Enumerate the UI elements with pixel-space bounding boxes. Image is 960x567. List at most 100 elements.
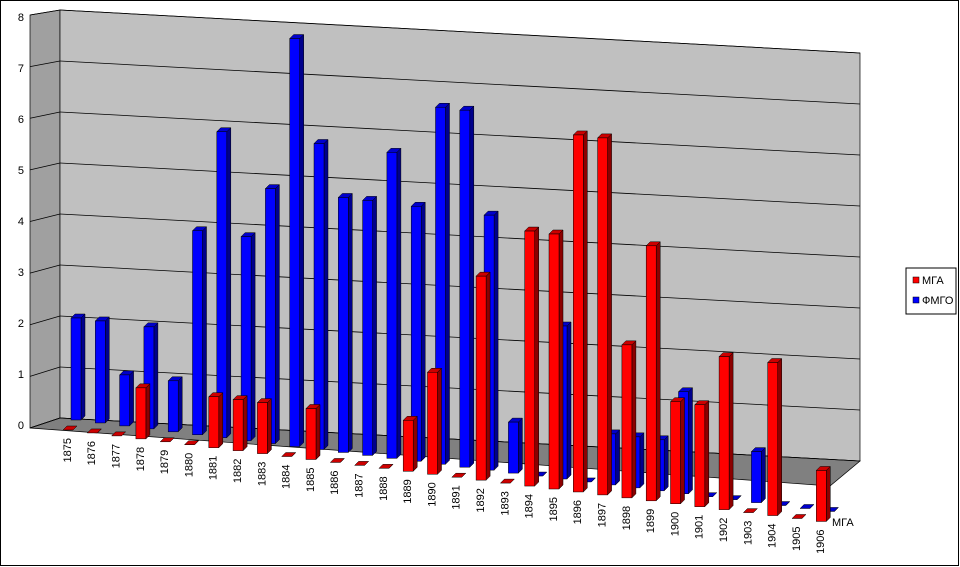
bar (192, 230, 203, 435)
bar (459, 109, 471, 468)
bar-side (469, 105, 475, 468)
bar-side (315, 403, 321, 461)
bar-side (728, 352, 734, 511)
bar (475, 275, 487, 481)
bar-side (663, 435, 669, 492)
bar (427, 372, 438, 475)
bar-side (275, 183, 280, 445)
bar-side (412, 415, 418, 472)
bar-side (445, 102, 450, 465)
x-tick-label: 1878 (135, 447, 147, 471)
x-tick-label: 1886 (329, 470, 341, 494)
bar-side (267, 397, 272, 455)
bar-side (299, 33, 304, 448)
bar-side (615, 429, 620, 486)
bar (362, 200, 373, 456)
legend-label: МГА (922, 275, 944, 287)
grid-line-side (29, 162, 61, 171)
bar (70, 317, 82, 421)
bar-top (499, 478, 516, 484)
x-tick-label: 1888 (378, 476, 390, 500)
x-tick-label: 1905 (791, 527, 803, 551)
bar-top (159, 437, 175, 443)
bar-top (799, 504, 815, 509)
bar-side (761, 446, 766, 504)
bar-side (583, 130, 588, 493)
bar-side (250, 232, 256, 442)
bar-side (518, 417, 523, 474)
y-tick-label: 0 (18, 420, 24, 432)
y-tick-label: 3 (18, 267, 24, 279)
x-tick-label: 1891 (451, 485, 463, 509)
grid-line (59, 60, 861, 105)
x-tick-label: 1887 (354, 473, 366, 497)
x-tick-label: 1882 (232, 459, 244, 483)
bar-side (129, 370, 134, 427)
bar (573, 134, 584, 493)
bar-side (226, 127, 232, 439)
bar-side (826, 465, 831, 523)
bar-top (329, 458, 345, 463)
bar-top (791, 514, 807, 519)
x-tick-label: 1883 (256, 462, 268, 486)
bar (232, 399, 244, 451)
y-tick-label: 7 (18, 63, 24, 75)
x-tick-label: 1884 (281, 465, 293, 489)
bar (95, 320, 106, 424)
x-tick-label: 1901 (694, 515, 706, 539)
bar (816, 470, 827, 522)
bar-top (183, 440, 200, 445)
x-tick-label: 1893 (499, 491, 511, 515)
legend-swatch (912, 296, 920, 304)
bar (216, 131, 228, 438)
y-tick-label: 8 (18, 12, 24, 24)
y-tick-label: 4 (18, 216, 24, 228)
bar-side (348, 192, 353, 454)
bar-side (105, 316, 110, 424)
x-tick-label: 1895 (548, 497, 560, 521)
bar-side (218, 392, 224, 449)
bar (645, 245, 657, 502)
x-tick-label: 1902 (718, 518, 730, 542)
bar-side (437, 367, 442, 475)
bar-top (451, 472, 467, 478)
bar-side (704, 400, 710, 508)
grid-line-side (29, 9, 61, 16)
bar-side (566, 321, 572, 480)
grid-line-side (29, 264, 61, 274)
x-tick-label: 1899 (645, 509, 657, 533)
bar-side (558, 229, 564, 490)
x-tick-label: 1892 (475, 488, 487, 512)
bar-side (177, 376, 183, 433)
grid-line (59, 9, 861, 54)
bar (767, 362, 778, 516)
bar-side (680, 397, 685, 505)
bar-top (281, 452, 297, 457)
bar (386, 152, 398, 459)
grid-line-side (29, 213, 61, 222)
grid-line-side (29, 111, 61, 119)
x-tick-label: 1903 (742, 521, 754, 545)
bar (289, 38, 300, 447)
bar (694, 404, 706, 507)
bar (208, 396, 220, 448)
bar (548, 233, 560, 490)
x-tick-label: 1885 (305, 468, 317, 492)
bar-side (420, 201, 426, 462)
x-tick-label: 1881 (208, 456, 220, 480)
x-tick-label: 1880 (183, 453, 195, 477)
y-tick-label: 6 (18, 114, 24, 126)
bar (621, 344, 633, 499)
bar (751, 451, 762, 503)
bar-side (777, 357, 782, 517)
bar (119, 374, 130, 427)
bar (305, 408, 317, 460)
bar-top (353, 461, 370, 466)
x-tick-label: 1897 (597, 503, 609, 527)
x-tick-label: 1879 (159, 450, 171, 474)
bar (402, 420, 414, 472)
grid-line-side (29, 366, 61, 377)
side-wall (29, 9, 61, 429)
bar-side (655, 241, 661, 502)
